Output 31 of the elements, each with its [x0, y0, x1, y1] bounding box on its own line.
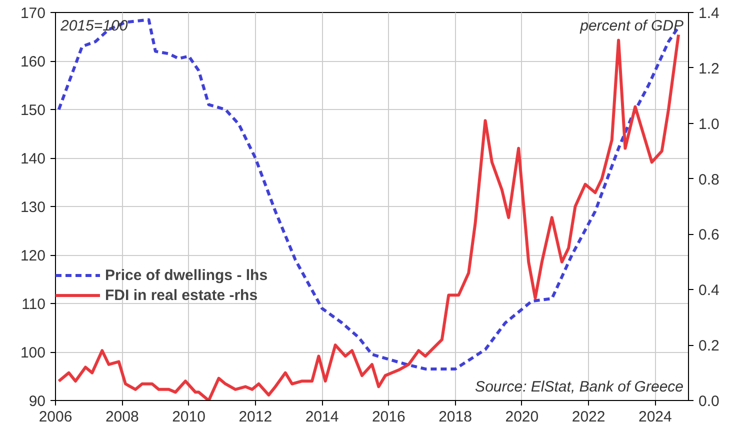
x-tick-label: 2016 [372, 408, 406, 426]
y2-tick-label: 0.6 [698, 226, 720, 244]
x-tick-label: 2020 [505, 408, 539, 426]
x-tick-label: 2014 [305, 408, 339, 426]
y-tick-label: 140 [20, 150, 46, 168]
y2-tick-label: 0.8 [698, 171, 720, 188]
y-tick-label: 90 [28, 393, 46, 410]
x-tick-label: 2010 [172, 408, 206, 426]
y2-tick-label: 1.4 [698, 5, 720, 22]
y2-tick-label: 0.4 [698, 282, 720, 300]
y-tick-label: 160 [20, 54, 46, 70]
annotation: Source: ElStat, Bank of Greece [475, 378, 684, 396]
y-tick-label: 130 [20, 199, 46, 216]
legend-label: Price of dwellings - lhs [105, 266, 268, 284]
x-tick-label: 2024 [638, 408, 672, 426]
y2-tick-label: 0.2 [698, 338, 720, 355]
y-tick-label: 170 [20, 5, 46, 22]
x-tick-label: 2012 [238, 408, 272, 426]
x-tick-label: 2006 [38, 408, 72, 426]
y2-tick-label: 1.2 [698, 60, 720, 78]
y-tick-label: 100 [20, 344, 46, 362]
x-tick-label: 2018 [438, 408, 472, 426]
y2-tick-label: 0.0 [698, 393, 720, 410]
y-tick-label: 110 [22, 296, 46, 313]
legend-label: FDI in real estate -rhs [105, 286, 258, 304]
annotation: percent of GDP [579, 18, 684, 34]
x-tick-label: 2022 [572, 408, 606, 426]
y-tick-label: 120 [20, 248, 46, 264]
x-tick-label: 2008 [105, 408, 139, 426]
y-tick-label: 150 [20, 102, 46, 119]
y2-tick-label: 1.0 [698, 116, 720, 133]
